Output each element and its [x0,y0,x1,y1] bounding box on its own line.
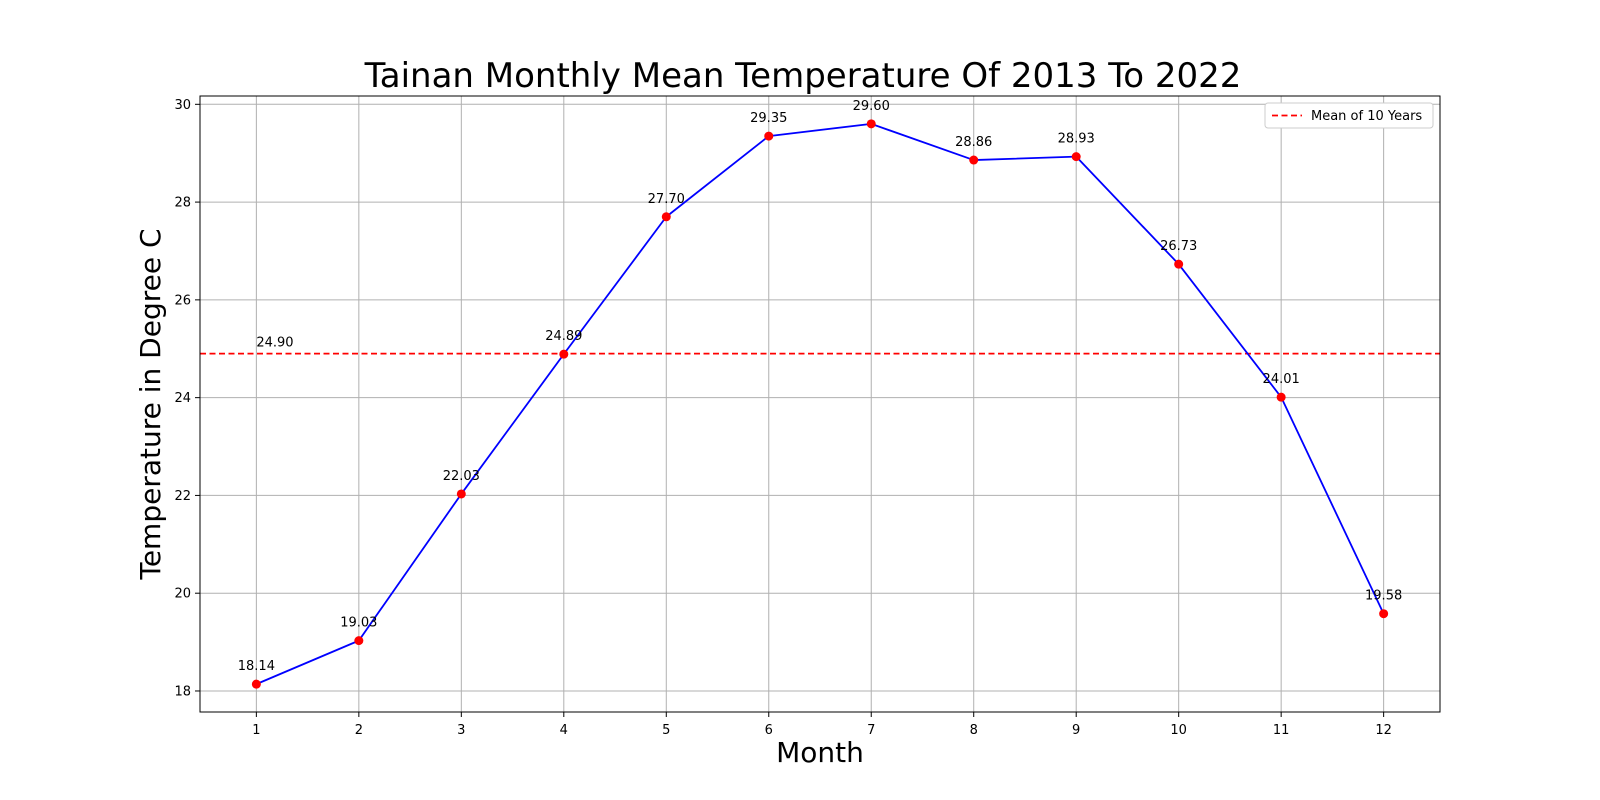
data-label: 28.86 [955,135,992,150]
data-label: 29.60 [853,99,890,114]
y-tick-label: 26 [174,293,191,308]
legend-box [1264,102,1434,129]
series-line [256,122,1385,685]
x-tick-label: 10 [1170,723,1187,738]
x-tick-label: 3 [457,723,465,738]
y-axis-ticks: 18 20 22 24 26 28 30 [174,98,200,699]
data-label: 24.01 [1263,372,1300,387]
data-point [764,131,774,141]
x-tick-label: 9 [1072,723,1080,738]
x-tick-label: 12 [1375,723,1392,738]
legend-entry-label: Mean of 10 Years [1311,109,1422,124]
y-tick-label: 18 [174,684,191,699]
data-point [456,489,466,499]
data-point [969,155,979,165]
grid [200,96,1440,712]
legend: Mean of 10 Years [1264,102,1434,129]
x-axis-ticks: 1 2 3 4 5 6 7 8 9 10 11 12 [252,712,1392,738]
data-point [1276,392,1286,402]
x-tick-label: 2 [355,723,363,738]
x-tick-label: 11 [1273,723,1290,738]
y-tick-label: 28 [174,196,191,211]
x-axis-label: Month [776,736,864,769]
data-label: 24.89 [545,329,582,344]
x-tick-label: 5 [662,723,670,738]
data-label: 19.58 [1365,589,1402,604]
x-tick-label: 6 [765,723,773,738]
data-point [559,349,569,359]
mean-reference-label: 24.90 [256,336,293,351]
y-axis-label: Temperature in Degree C [134,228,167,580]
data-point [661,212,671,222]
y-tick-label: 30 [174,98,191,113]
y-tick-label: 24 [174,391,191,406]
plot-frame [199,95,1441,713]
data-point [251,679,261,689]
data-label: 22.03 [443,469,480,484]
data-point [866,119,876,129]
reference-line-group: 24.90 [200,336,1440,355]
data-label: 18.14 [238,659,275,674]
x-tick-label: 7 [867,723,875,738]
data-point [1071,152,1081,162]
y-tick-label: 20 [174,587,191,602]
chart-title: Tainan Monthly Mean Temperature Of 2013 … [364,56,1242,96]
series-group: 18.14 19.03 22.03 24.89 27.70 29.35 29.60 28.86… [238,99,1402,689]
data-label: 26.73 [1160,239,1197,254]
y-tick-label: 22 [174,489,191,504]
data-label: 27.70 [648,192,685,207]
x-tick-label: 4 [560,723,568,738]
data-label: 19.03 [340,616,377,631]
data-point [1379,609,1389,619]
data-point [354,636,364,646]
x-tick-label: 8 [970,723,978,738]
data-label: 28.93 [1058,132,1095,147]
data-point [1174,259,1184,269]
x-tick-label: 1 [252,723,260,738]
data-label: 29.35 [750,111,787,126]
